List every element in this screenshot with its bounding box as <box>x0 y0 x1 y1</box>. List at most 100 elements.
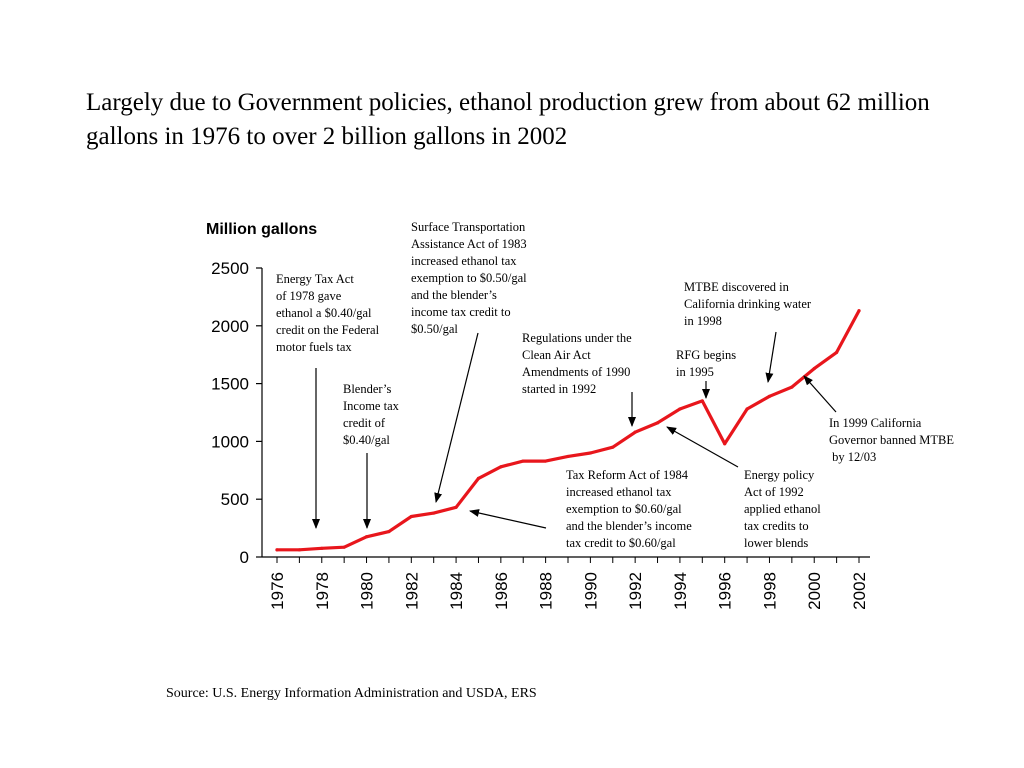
annotation-arrow <box>434 332 479 503</box>
x-tick-label: 1978 <box>313 572 332 610</box>
x-tick-label: 1980 <box>358 572 377 610</box>
data-point <box>835 350 839 354</box>
data-point <box>275 548 279 552</box>
annotation-arrow <box>803 375 837 413</box>
y-tick-label: 2500 <box>211 259 249 278</box>
x-tick-label: 1998 <box>760 572 779 610</box>
chart-arrows <box>312 331 837 529</box>
x-tick-label: 1992 <box>626 572 645 610</box>
data-point <box>387 529 391 534</box>
annotation-line: Clean Air Act <box>522 348 591 362</box>
annotation-line: Surface Transportation <box>411 220 526 234</box>
chart-axes: 0 500 1000 1500 2000 2500 1976 1978 1980 1982 1984… <box>211 259 870 610</box>
data-point <box>521 459 525 463</box>
annotation-line: credit of <box>343 416 386 430</box>
annotation-line: tax credit to $0.60/gal <box>566 536 676 550</box>
annotation-9: In 1999 California Governor banned MTBE b… <box>829 416 954 464</box>
data-point <box>857 309 861 313</box>
y-tick-label: 1000 <box>211 432 249 451</box>
x-tick-label: 1994 <box>671 572 690 610</box>
annotation-line: in 1998 <box>684 314 722 328</box>
source-note: Source: U.S. Energy Information Administ… <box>166 686 537 701</box>
x-tick-label: 1996 <box>716 572 735 610</box>
y-tick-label: 2000 <box>211 317 249 336</box>
x-tick-label: 2000 <box>805 572 824 610</box>
annotation-6: RFG begins in 1995 <box>676 348 736 379</box>
annotation-2: Blender’s Income tax credit of $0.40/gal <box>343 382 400 447</box>
annotation-5: Tax Reform Act of 1984 increased ethanol … <box>566 468 692 550</box>
annotation-line: credit on the Federal <box>276 323 380 337</box>
data-point <box>611 445 615 449</box>
data-point <box>297 548 301 552</box>
data-point <box>767 394 772 398</box>
annotation-line: of 1978 gave <box>276 289 342 303</box>
data-point <box>320 546 324 550</box>
annotation-line: exemption to $0.50/gal <box>411 271 527 285</box>
data-point <box>588 451 592 455</box>
annotation-line: Energy policy <box>744 468 815 482</box>
chart-annotations: Energy Tax Act of 1978 gave ethanol a $0.4… <box>276 220 954 550</box>
annotation-line: lower blends <box>744 536 808 550</box>
data-point <box>342 545 346 549</box>
y-tick-label: 0 <box>240 548 249 567</box>
data-point <box>790 385 794 389</box>
annotation-line: started in 1992 <box>522 382 596 396</box>
annotation-4: Regulations under the Clean Air Act Amendm… <box>522 331 632 396</box>
annotation-1: Energy Tax Act of 1978 gave ethanol a $0.4… <box>276 272 380 354</box>
annotation-line: and the blender’s <box>411 288 497 302</box>
y-tick-label: 500 <box>221 490 249 509</box>
annotation-line: Assistance Act of 1983 <box>411 237 527 251</box>
slide-title: Largely due to Government policies, etha… <box>86 89 930 150</box>
data-point <box>812 366 816 371</box>
data-point <box>409 514 413 519</box>
x-tick-label: 1988 <box>537 572 556 610</box>
data-point <box>454 505 458 509</box>
annotation-line: in 1995 <box>676 365 714 379</box>
annotation-line: Tax Reform Act of 1984 <box>566 468 689 482</box>
annotation-line: increased ethanol tax <box>411 254 517 268</box>
data-point <box>723 442 727 446</box>
annotation-line: Amendments of 1990 <box>522 365 630 379</box>
x-tick-label: 1984 <box>447 572 466 610</box>
annotation-line: tax credits to <box>744 519 809 533</box>
y-tick-label: 1500 <box>211 375 249 394</box>
x-tick-label: 1976 <box>268 572 287 610</box>
annotation-line: California drinking water <box>684 297 812 311</box>
data-point <box>678 407 682 411</box>
annotation-line: ethanol a $0.40/gal <box>276 306 372 320</box>
annotation-line: $0.40/gal <box>343 433 390 447</box>
annotation-3: Surface Transportation Assistance Act of … <box>411 220 527 336</box>
annotation-arrow <box>666 426 739 468</box>
annotation-line: exemption to $0.60/gal <box>566 502 682 516</box>
x-tick-label: 1986 <box>492 572 511 610</box>
data-point <box>700 399 704 403</box>
data-point <box>544 459 548 463</box>
x-tick-label: 1982 <box>402 572 421 610</box>
annotation-line: Blender’s <box>343 382 392 396</box>
data-point <box>476 476 481 480</box>
data-point <box>566 454 570 459</box>
annotation-line: income tax credit to <box>411 305 511 319</box>
annotation-line: In 1999 California <box>829 416 922 430</box>
data-point <box>745 407 749 411</box>
annotation-8: Energy policy Act of 1992 applied ethanol t… <box>744 468 821 550</box>
chart-series <box>275 309 861 552</box>
data-point <box>655 421 660 425</box>
x-tick-label: 1990 <box>581 572 600 610</box>
annotation-line: Regulations under the <box>522 331 632 345</box>
x-tick-label: 2002 <box>850 572 869 610</box>
annotation-line: Income tax <box>343 399 400 413</box>
data-point <box>364 535 369 539</box>
data-point <box>633 430 637 434</box>
annotation-line: $0.50/gal <box>411 322 458 336</box>
annotation-line: MTBE discovered in <box>684 280 790 294</box>
annotation-line: RFG begins <box>676 348 736 362</box>
annotation-line: Act of 1992 <box>744 485 804 499</box>
annotation-line: applied ethanol <box>744 502 821 516</box>
annotation-arrow <box>469 509 547 529</box>
annotation-line: Governor banned MTBE <box>829 433 954 447</box>
annotation-7: MTBE discovered in California drinking wa… <box>684 280 812 328</box>
annotation-line: motor fuels tax <box>276 340 352 354</box>
annotation-line: increased ethanol tax <box>566 485 672 499</box>
